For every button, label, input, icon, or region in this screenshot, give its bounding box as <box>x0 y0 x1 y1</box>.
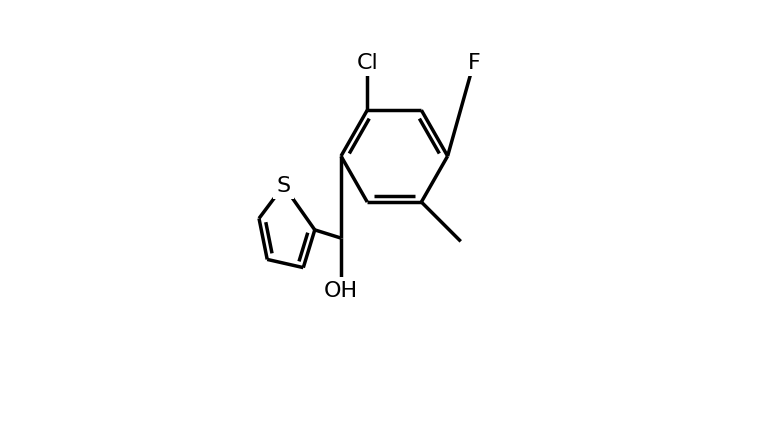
Text: F: F <box>467 52 480 72</box>
Text: OH: OH <box>324 281 358 301</box>
Text: S: S <box>277 176 291 196</box>
Text: Cl: Cl <box>356 52 378 72</box>
